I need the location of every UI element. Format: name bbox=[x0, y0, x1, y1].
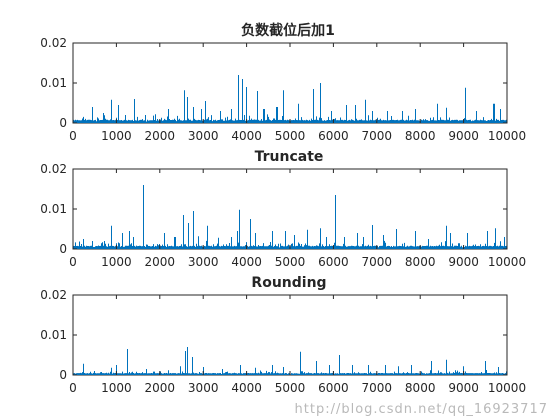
x-tick-label: 0 bbox=[69, 255, 77, 269]
x-tick-label: 3000 bbox=[188, 129, 219, 143]
x-tick-label: 10000 bbox=[488, 381, 526, 395]
x-tick-label: 1000 bbox=[101, 255, 132, 269]
y-tick-label: 0.02 bbox=[40, 288, 67, 302]
y-tick-label: 0 bbox=[59, 242, 67, 256]
x-tick-label: 3000 bbox=[188, 255, 219, 269]
x-tick-label: 2000 bbox=[145, 255, 176, 269]
x-tick-label: 2000 bbox=[145, 381, 176, 395]
x-tick-label: 4000 bbox=[231, 381, 262, 395]
x-tick-label: 8000 bbox=[405, 129, 436, 143]
y-tick-label: 0 bbox=[59, 368, 67, 382]
x-tick-label: 8000 bbox=[405, 255, 436, 269]
x-tick-label: 3000 bbox=[188, 381, 219, 395]
x-tick-label: 9000 bbox=[448, 255, 479, 269]
x-tick-label: 10000 bbox=[488, 129, 526, 143]
x-tick-label: 2000 bbox=[145, 129, 176, 143]
subplot-2: Truncate 0 1000 2000 3000 4000 5000 6000 7000 80… bbox=[40, 149, 526, 269]
x-tick-label: 10000 bbox=[488, 255, 526, 269]
x-tick-label: 5000 bbox=[275, 381, 306, 395]
x-tick-label: 6000 bbox=[318, 381, 349, 395]
y-tick-label: 0 bbox=[59, 116, 67, 130]
watermark-text: http://blog.csdn.net/qq_16923717 bbox=[294, 402, 548, 417]
y-tick-label: 0.01 bbox=[40, 328, 67, 342]
subplot-3: Rounding 0 1000 2000 3000 4000 5000 6000 7000 80… bbox=[40, 275, 526, 395]
subplot-1-ticks: 0 1000 2000 3000 4000 5000 6000 7000 8000 9000 100… bbox=[40, 36, 526, 143]
y-tick-label: 0.01 bbox=[40, 202, 67, 216]
subplot-3-title: Rounding bbox=[251, 275, 326, 291]
x-tick-label: 9000 bbox=[448, 129, 479, 143]
x-tick-label: 7000 bbox=[362, 381, 393, 395]
y-tick-label: 0.02 bbox=[40, 162, 67, 176]
x-tick-label: 5000 bbox=[275, 129, 306, 143]
subplot-1-title: 负数截位后加1 bbox=[241, 22, 335, 39]
x-tick-label: 0 bbox=[69, 381, 77, 395]
x-tick-label: 5000 bbox=[275, 255, 306, 269]
x-tick-label: 0 bbox=[69, 129, 77, 143]
x-tick-label: 6000 bbox=[318, 255, 349, 269]
x-tick-label: 8000 bbox=[405, 381, 436, 395]
y-tick-label: 0.02 bbox=[40, 36, 67, 50]
x-tick-label: 9000 bbox=[448, 381, 479, 395]
subplot-2-title: Truncate bbox=[255, 149, 324, 165]
x-tick-label: 7000 bbox=[362, 255, 393, 269]
x-tick-label: 4000 bbox=[231, 255, 262, 269]
x-tick-label: 1000 bbox=[101, 381, 132, 395]
subplot-2-ticks: 0 1000 2000 3000 4000 5000 6000 7000 8000 9000 100… bbox=[40, 162, 526, 269]
x-tick-label: 7000 bbox=[362, 129, 393, 143]
x-tick-label: 6000 bbox=[318, 129, 349, 143]
subplot-3-ticks: 0 1000 2000 3000 4000 5000 6000 7000 8000 9000 100… bbox=[40, 288, 526, 395]
x-tick-label: 1000 bbox=[101, 129, 132, 143]
y-tick-label: 0.01 bbox=[40, 76, 67, 90]
x-tick-label: 4000 bbox=[231, 129, 262, 143]
subplot-1: 负数截位后加1 0 1000 2000 3000 4000 5000 6000 7000 800… bbox=[40, 22, 526, 143]
